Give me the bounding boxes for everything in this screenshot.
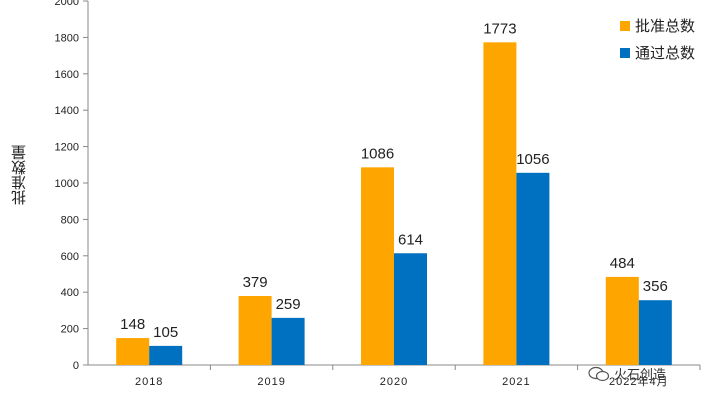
x-tick-label: 2020 — [380, 376, 408, 388]
y-tick-label: 1400 — [55, 105, 79, 117]
y-tick-label: 600 — [61, 251, 79, 263]
watermark: 火石创造 — [588, 364, 666, 383]
bar — [271, 317, 305, 365]
y-tick-label: 400 — [61, 287, 79, 299]
data-label: 379 — [243, 274, 268, 291]
data-label: 356 — [643, 278, 668, 295]
y-tick-label: 0 — [73, 360, 79, 372]
bar — [483, 42, 517, 366]
legend-swatch-passed — [620, 47, 630, 58]
data-label: 1056 — [516, 151, 549, 168]
data-label: 105 — [153, 324, 178, 341]
data-label: 484 — [610, 255, 635, 272]
legend-label-approved: 批准总数 — [635, 17, 696, 35]
bar — [394, 253, 427, 365]
y-tick-label: 800 — [61, 214, 79, 226]
data-label: 259 — [276, 296, 301, 313]
y-tick-label: 1000 — [55, 178, 79, 190]
legend-item-passed: 通过总数 — [620, 39, 695, 66]
data-label: 148 — [120, 316, 145, 333]
bar — [238, 296, 272, 365]
x-tick-label: 2019 — [257, 376, 285, 388]
bar — [116, 338, 150, 365]
y-tick-label: 200 — [61, 324, 79, 336]
data-label: 614 — [398, 231, 423, 248]
legend-label-passed: 通过总数 — [635, 44, 696, 62]
x-tick-label: 2018 — [135, 376, 163, 388]
bar — [516, 172, 550, 365]
watermark-text: 火石创造 — [614, 368, 667, 383]
x-tick-label: 2022年4月 — [609, 374, 669, 388]
bar — [149, 345, 183, 365]
legend: 批准总数 通过总数 — [620, 12, 695, 66]
y-tick-label: 2000 — [55, 0, 79, 8]
y-tick-label: 1200 — [55, 142, 79, 154]
legend-swatch-approved — [620, 20, 630, 31]
wechat-icon — [588, 366, 610, 381]
y-axis-label: 批准数量 — [10, 145, 28, 205]
y-tick-label: 1800 — [55, 32, 79, 44]
legend-item-approved: 批准总数 — [620, 12, 695, 39]
bar — [638, 300, 672, 365]
bar — [605, 276, 639, 365]
data-label: 1773 — [483, 20, 516, 37]
y-tick-label: 1600 — [55, 69, 79, 81]
bar — [361, 167, 394, 365]
data-label: 1086 — [361, 145, 394, 162]
x-tick-label: 2021 — [502, 376, 530, 388]
